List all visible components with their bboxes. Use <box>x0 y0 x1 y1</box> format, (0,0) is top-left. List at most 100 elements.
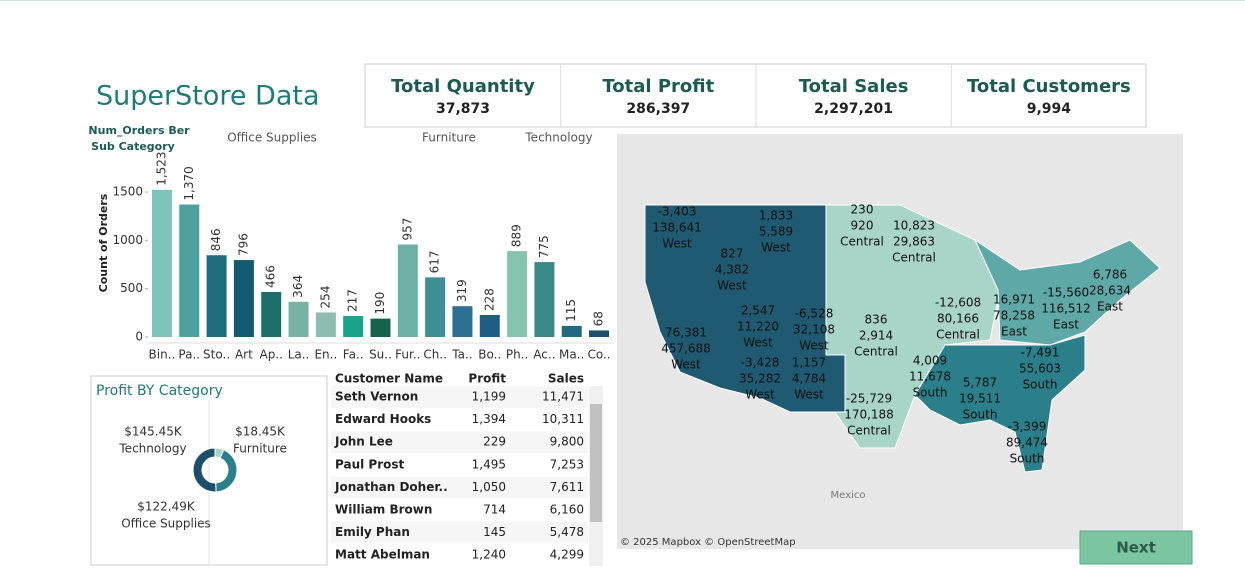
next-button-label[interactable]: Next <box>1116 539 1156 557</box>
bar-value-label: 217 <box>346 289 360 312</box>
map-region-label: -3,428 <box>741 356 780 370</box>
table-cell: 5,478 <box>550 525 584 539</box>
map-region-label: 80,166 <box>937 312 979 326</box>
table-cell: William Brown <box>335 503 432 517</box>
bar[interactable] <box>397 244 418 337</box>
y-tick-label: 0 <box>135 330 143 344</box>
table-cell: 229 <box>483 435 506 449</box>
bar[interactable] <box>151 189 172 337</box>
map-region-label: South <box>913 386 948 400</box>
table-cell: Emily Phan <box>335 525 410 539</box>
map-region-label: -12,608 <box>935 296 981 310</box>
map-region-label: 32,108 <box>793 323 835 337</box>
bar-value-label: 1,370 <box>182 166 196 200</box>
pie-value-label: $18.45K <box>235 425 286 439</box>
table-cell: Matt Abelman <box>335 548 430 562</box>
map-region-label: South <box>963 408 998 422</box>
table-cell: 6,160 <box>550 503 584 517</box>
map-region-label: 89,474 <box>1006 436 1048 450</box>
map-region-label: -6,528 <box>795 307 834 321</box>
scrollbar-thumb[interactable] <box>590 404 602 522</box>
bar[interactable] <box>233 260 254 337</box>
bar[interactable] <box>288 301 309 337</box>
table-header: Profit <box>468 372 506 386</box>
map-region-label: 2,547 <box>741 304 775 318</box>
x-tick-label: Ap.. <box>259 348 282 362</box>
next-button[interactable] <box>1079 530 1193 565</box>
bar-value-label: 228 <box>482 288 496 311</box>
kpi-value: 286,397 <box>626 101 690 117</box>
bar-value-label: 466 <box>264 265 278 288</box>
map-region-label: 138,641 <box>652 221 702 235</box>
map-region-label: 457,688 <box>661 342 711 356</box>
map-region-label: West <box>761 241 791 255</box>
pie-slice[interactable] <box>192 447 217 493</box>
bar[interactable] <box>206 255 227 337</box>
kpi-label: Total Profit <box>602 76 714 97</box>
map-region-label: -3,399 <box>1008 420 1047 434</box>
table-cell: Seth Vernon <box>335 390 418 404</box>
bar-value-label: 319 <box>455 279 469 302</box>
map-region-label: Central <box>854 345 898 359</box>
table-cell: 10,311 <box>542 412 584 426</box>
bar-value-label: 190 <box>373 292 387 315</box>
map-region-label: East <box>1053 318 1079 332</box>
map-region-label: 4,009 <box>913 354 947 368</box>
bar[interactable] <box>589 330 610 337</box>
region-east <box>973 238 1161 346</box>
map-region-label: 19,511 <box>959 392 1001 406</box>
bar-value-label: 364 <box>291 275 305 298</box>
x-tick-label: Sto.. <box>203 348 230 362</box>
bar[interactable] <box>315 312 336 337</box>
map-region-label: 11,678 <box>909 370 951 384</box>
map-region-label: Central <box>840 235 884 249</box>
x-tick-label: Co.. <box>587 348 610 362</box>
bar[interactable] <box>534 262 555 337</box>
map-region-label: 28,634 <box>1089 284 1131 298</box>
y-axis-title: Count of Orders <box>97 193 110 292</box>
map-region-label: West <box>745 388 775 402</box>
table-cell: Jonathan Doher.. <box>334 480 448 494</box>
table-cell: Edward Hooks <box>335 412 431 426</box>
bar-value-label: 617 <box>428 250 442 273</box>
bar[interactable] <box>261 291 282 337</box>
x-tick-label: Ch.. <box>423 348 447 362</box>
x-tick-label: Ac.. <box>533 348 555 362</box>
bar[interactable] <box>343 316 364 337</box>
kpi-label: Total Quantity <box>391 76 535 97</box>
bar[interactable] <box>179 204 200 337</box>
table-cell: 9,800 <box>550 435 584 449</box>
bar[interactable] <box>507 251 528 337</box>
map-region-label: -25,729 <box>846 392 892 406</box>
map-region-label: 35,282 <box>739 372 781 386</box>
bar-value-label: 889 <box>510 224 524 247</box>
map-region-label: Central <box>892 251 936 265</box>
map-region-label: 116,512 <box>1041 302 1091 316</box>
table-cell: 1,050 <box>472 480 506 494</box>
map-region-label: -3,403 <box>658 205 697 219</box>
bar[interactable] <box>452 306 473 337</box>
chart-title: Profit BY Category <box>96 383 223 399</box>
map-region-label: 836 <box>865 313 888 327</box>
kpi-value: 37,873 <box>436 101 490 117</box>
region-west <box>644 204 846 413</box>
map-region-label: South <box>1023 378 1058 392</box>
table-row-band <box>331 386 588 408</box>
map-region-label: 6,786 <box>1093 268 1127 282</box>
table-cell: John Lee <box>334 435 393 449</box>
table-header: Sales <box>548 372 584 386</box>
map-region-label: East <box>1001 325 1027 339</box>
bar[interactable] <box>370 318 391 337</box>
bar[interactable] <box>479 314 500 337</box>
bar[interactable] <box>561 325 582 337</box>
kpi-value: 9,994 <box>1027 101 1072 117</box>
bar-value-label: 775 <box>537 235 551 258</box>
bar[interactable] <box>425 277 446 337</box>
map-region-label: -7,491 <box>1021 346 1060 360</box>
map-region-label: Central <box>847 424 891 438</box>
map-region-label: West <box>799 339 829 353</box>
map-region-label: 170,188 <box>844 408 894 422</box>
table-row-band <box>331 521 588 544</box>
map-region-label: East <box>1097 300 1123 314</box>
